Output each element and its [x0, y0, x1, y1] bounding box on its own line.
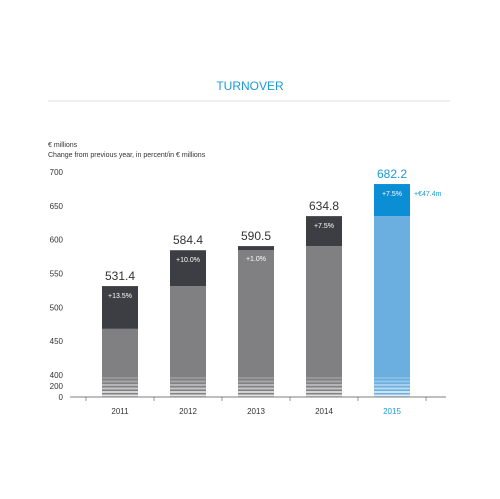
bar-break-stripe [374, 384, 410, 386]
y-tick-label: 650 [50, 202, 64, 211]
y-tick-label: 400 [50, 371, 64, 380]
bar-break-stripe [374, 391, 410, 393]
x-axis: 2011 2012 2013 2014 2015 [70, 396, 446, 416]
bar-base-2011 [102, 328, 138, 397]
bar-change-2011 [102, 286, 138, 329]
bar-break-stripe [170, 394, 206, 397]
bar-break-stripe [306, 391, 342, 393]
bar-break-stripe [238, 384, 274, 386]
bar-break-stripe [306, 387, 342, 390]
y-tick-label: 550 [50, 270, 64, 279]
bar-value-label: 531.4 [105, 269, 135, 283]
bar-break-stripe [170, 384, 206, 386]
chart-subtitle: Change from previous year, in percent/in… [48, 152, 206, 159]
bar-change-2013 [238, 246, 274, 251]
extra-annotation: +€47.4m [414, 191, 442, 198]
bar-change-label: +10.0% [176, 257, 200, 264]
x-tick-label: 2011 [111, 407, 129, 416]
y-tick-label: 200 [50, 382, 64, 391]
bar-base-2012 [170, 286, 206, 397]
bar-change-label: +7.5% [314, 223, 334, 230]
bar-break-stripe [102, 377, 138, 379]
bar-break-stripe [238, 387, 274, 390]
y-axis: 0 200 400 450 500 550 600 650 700 [50, 168, 64, 402]
bar-value-label: 682.2 [377, 167, 407, 181]
bars: 531.4 +13.5% 584.4 +10.0% 590.5 +1.0% 634.8 +7.… [102, 167, 442, 397]
bar-break-stripe [374, 377, 410, 379]
bar-break-stripe [306, 394, 342, 397]
unit-label: € millions [48, 142, 78, 149]
bar-change-label: +1.0% [246, 256, 266, 263]
bar-break-stripe [306, 384, 342, 386]
bar-break-stripe [102, 391, 138, 393]
bar-break-stripe [102, 387, 138, 390]
x-tick-label: 2014 [315, 407, 333, 416]
bar-change-2015 [374, 184, 410, 217]
y-tick-label: 500 [50, 303, 64, 312]
bar-change-2014 [306, 216, 342, 247]
x-tick-label: 2012 [179, 407, 197, 416]
bar-break-stripe [238, 380, 274, 383]
bar-base-2015 [374, 216, 410, 397]
bar-break-stripe [102, 384, 138, 386]
bar-break-stripe [102, 394, 138, 397]
bar-break-stripe [102, 380, 138, 383]
bar-break-stripe [170, 380, 206, 383]
bar-break-stripe [374, 380, 410, 383]
bar-base-2013 [238, 250, 274, 397]
y-tick-label: 0 [59, 393, 64, 402]
bar-change-label: +7.5% [382, 191, 402, 198]
bar-change-2012 [170, 250, 206, 287]
bar-break-stripe [238, 394, 274, 397]
y-tick-label: 600 [50, 236, 64, 245]
bar-break-stripe [170, 387, 206, 390]
bar-change-label: +13.5% [108, 293, 132, 300]
bar-value-label: 590.5 [241, 229, 271, 243]
bar-value-label: 634.8 [309, 199, 339, 213]
bar-break-stripe [306, 380, 342, 383]
x-tick-label: 2013 [247, 407, 265, 416]
x-tick-label: 2015 [383, 407, 401, 416]
bar-break-stripe [238, 377, 274, 379]
bar-break-stripe [374, 394, 410, 397]
bar-break-stripe [170, 391, 206, 393]
bar-value-label: 584.4 [173, 233, 203, 247]
chart-title: TURNOVER [216, 79, 284, 93]
bar-base-2014 [306, 246, 342, 397]
bar-break-stripe [238, 391, 274, 393]
y-tick-label: 450 [50, 337, 64, 346]
y-tick-label: 700 [50, 168, 64, 177]
bar-break-stripe [306, 377, 342, 379]
bar-break-stripe [374, 387, 410, 390]
bar-break-stripe [170, 377, 206, 379]
